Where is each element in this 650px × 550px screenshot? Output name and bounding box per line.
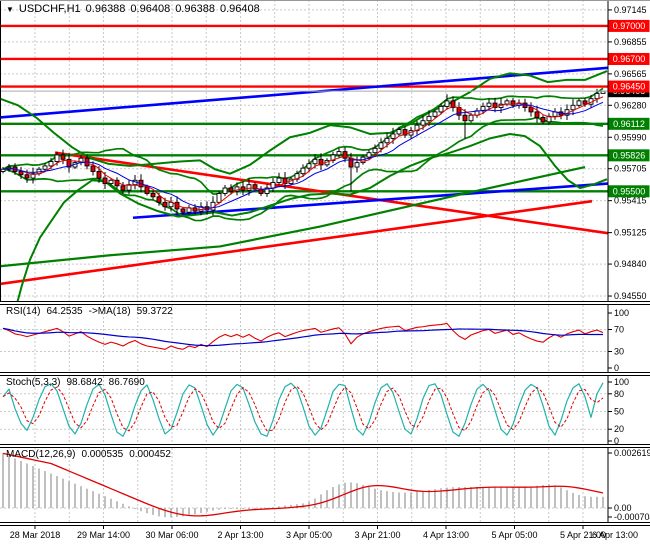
svg-text:30 Mar 06:00: 30 Mar 06:00 xyxy=(145,530,198,540)
svg-text:2 Apr 13:00: 2 Apr 13:00 xyxy=(217,530,263,540)
macd-main-value: 0.000535 xyxy=(81,449,124,460)
svg-text:0.94840: 0.94840 xyxy=(614,259,647,269)
svg-text:0.96112: 0.96112 xyxy=(613,119,645,129)
rsi-ma-label: ->MA(18) xyxy=(88,306,131,317)
svg-text:0.97145: 0.97145 xyxy=(614,5,647,15)
svg-text:0.95415: 0.95415 xyxy=(614,196,647,206)
rsi-value: 64.2535 xyxy=(46,306,83,317)
svg-text:5 Apr 05:00: 5 Apr 05:00 xyxy=(491,530,537,540)
symbol-period-label: USDCHF,H1 xyxy=(18,3,81,15)
ohlc-open: 0.96388 xyxy=(85,3,126,15)
panel-separator-4[interactable] xyxy=(0,522,650,526)
stoch-header: Stoch(5,3,3) 98.6842 86.7690 xyxy=(6,377,151,388)
svg-text:20: 20 xyxy=(614,424,624,434)
rsi-header: RSI(14) 64.2535 ->MA(18) 59.3722 xyxy=(6,306,179,317)
svg-text:5 Apr 21:00: 5 Apr 21:00 xyxy=(560,530,606,540)
stoch-d-value: 86.7690 xyxy=(108,377,145,388)
svg-text:100: 100 xyxy=(614,308,629,318)
stoch-k-value: 98.6842 xyxy=(66,377,103,388)
svg-text:28 Mar 2018: 28 Mar 2018 xyxy=(10,530,61,540)
panel-separator-1[interactable] xyxy=(0,301,650,305)
svg-text:0.96700: 0.96700 xyxy=(613,54,646,64)
svg-text:100: 100 xyxy=(614,377,629,387)
svg-text:0.95826: 0.95826 xyxy=(613,150,646,160)
macd-signal-value: 0.000452 xyxy=(129,449,171,460)
svg-text:0.97000: 0.97000 xyxy=(613,21,646,31)
svg-text:50: 50 xyxy=(614,407,624,417)
ohlc-high: 0.96408 xyxy=(130,3,171,15)
panel-separator-2[interactable] xyxy=(0,372,650,376)
svg-text:4 Apr 13:00: 4 Apr 13:00 xyxy=(423,530,469,540)
rsi-ma-value: 59.3722 xyxy=(136,306,173,317)
chart-title: ▼ USDCHF,H1 0.96388 0.96408 0.96388 0.96408 xyxy=(6,3,265,15)
svg-text:0.002619: 0.002619 xyxy=(614,448,650,458)
panel-separator-3[interactable] xyxy=(0,444,650,448)
svg-text:0.95500: 0.95500 xyxy=(613,186,646,196)
macd-label: MACD(12,26,9) xyxy=(6,449,76,460)
svg-text:0.96565: 0.96565 xyxy=(614,69,647,79)
ohlc-close: 0.96408 xyxy=(219,3,260,15)
svg-text:0.96855: 0.96855 xyxy=(614,37,647,47)
stoch-label: Stoch(5,3,3) xyxy=(6,377,61,388)
time-axis[interactable] xyxy=(0,526,650,550)
svg-text:0.94550: 0.94550 xyxy=(614,291,647,301)
svg-text:30: 30 xyxy=(614,347,624,357)
main-chart-area[interactable] xyxy=(0,0,608,301)
svg-text:3 Apr 05:00: 3 Apr 05:00 xyxy=(286,530,332,540)
svg-text:0.95125: 0.95125 xyxy=(614,228,647,238)
svg-text:0.96450: 0.96450 xyxy=(613,82,646,92)
svg-text:0.95990: 0.95990 xyxy=(614,132,647,142)
svg-text:6 Apr 13:00: 6 Apr 13:00 xyxy=(592,530,638,540)
svg-text:0.96280: 0.96280 xyxy=(614,100,647,110)
svg-text:0: 0 xyxy=(614,363,619,373)
svg-text:-0.000704: -0.000704 xyxy=(614,512,650,522)
ohlc-low: 0.96388 xyxy=(175,3,215,15)
svg-text:0.00: 0.00 xyxy=(614,503,632,513)
svg-text:0.95705: 0.95705 xyxy=(614,164,647,174)
svg-text:3 Apr 21:00: 3 Apr 21:00 xyxy=(354,530,400,540)
svg-text:0: 0 xyxy=(614,436,619,446)
svg-text:80: 80 xyxy=(614,389,624,399)
macd-header: MACD(12,26,9) 0.000535 0.000452 xyxy=(6,449,177,460)
chart-dropdown-icon[interactable]: ▼ xyxy=(6,5,14,14)
svg-text:29 Mar 14:00: 29 Mar 14:00 xyxy=(77,530,130,540)
rsi-label: RSI(14) xyxy=(6,306,41,317)
svg-text:70: 70 xyxy=(614,325,624,335)
